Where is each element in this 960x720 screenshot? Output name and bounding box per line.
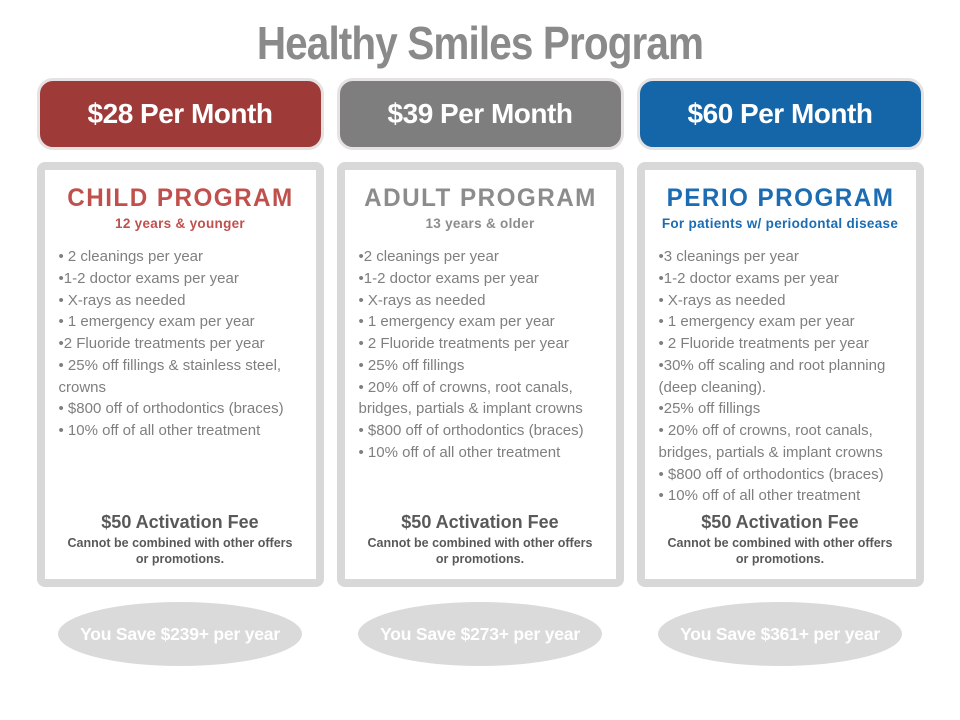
perio-program-subtitle: For patients w/ periodontal disease [661, 216, 899, 231]
benefit-item: • 2 cleanings per year [58, 248, 204, 265]
benefit-item: • 1 emergency exam per year [58, 313, 255, 331]
benefit-item: • 20% off of crowns, root canals, bridge… [358, 378, 583, 418]
activation-fee: $50 Activation Fee [701, 511, 859, 532]
benefit-item: • 10% off of all other treatment [658, 487, 861, 505]
adult-activation-fee-block: $50 Activation Fee Cannot be combined wi… [357, 512, 604, 568]
benefit-item: • 1 emergency exam per year [358, 313, 555, 331]
perio-program-card: PERIO PROGRAM For patients w/ periodonta… [636, 162, 924, 587]
activation-fee: $50 Activation Fee [101, 511, 259, 532]
benefit-item: • $800 off of orthodontics (braces) [358, 422, 584, 439]
benefit-item: • 25% off fillings [358, 356, 465, 374]
benefit-item: •1-2 doctor exams per year [358, 269, 539, 287]
fee-note: Cannot be combined with other offers or … [367, 535, 593, 566]
adult-program-title: ADULT PROGRAM [363, 184, 597, 212]
perio-benefits-list: •3 cleanings per year •1-2 doctor exams … [657, 246, 904, 507]
column-child-program: $28 Per Month CHILD PROGRAM 12 years & y… [36, 78, 324, 666]
benefit-item: • 2 Fluoride treatments per year [658, 335, 869, 352]
adult-price-button: $39 Per Month [336, 78, 624, 150]
benefit-item: • X-rays as needed [658, 291, 786, 309]
benefit-item: •3 cleanings per year [658, 248, 799, 265]
perio-activation-fee-block: $50 Activation Fee Cannot be combined wi… [657, 512, 904, 568]
benefit-item: •30% off scaling and root planning (deep… [658, 356, 886, 396]
benefit-item: • 10% off of all other treatment [58, 422, 261, 439]
benefit-item: •1-2 doctor exams per year [658, 269, 839, 287]
benefit-item: •2 Fluoride treatments per year [58, 335, 265, 352]
child-program-card: CHILD PROGRAM 12 years & younger • 2 cle… [36, 162, 324, 587]
child-program-title: CHILD PROGRAM [66, 184, 294, 212]
adult-program-card: ADULT PROGRAM 13 years & older •2 cleani… [336, 162, 624, 587]
perio-program-title: PERIO PROGRAM [666, 184, 894, 212]
perio-savings-badge-wrap: You Save $361+ per year [637, 602, 924, 666]
activation-fee: $50 Activation Fee [401, 511, 559, 532]
benefit-item: • X-rays as needed [58, 291, 186, 309]
page-title: Healthy Smiles Program [256, 17, 704, 69]
child-benefits-list: • 2 cleanings per year •1-2 doctor exams… [57, 246, 304, 442]
benefit-item: •2 cleanings per year [358, 248, 499, 265]
benefit-item: •1-2 doctor exams per year [58, 269, 239, 287]
perio-savings-badge: You Save $361+ per year [658, 602, 902, 666]
program-columns: $28 Per Month CHILD PROGRAM 12 years & y… [0, 78, 960, 666]
child-program-subtitle: 12 years & younger [115, 216, 245, 231]
benefit-item: • X-rays as needed [358, 291, 486, 309]
benefit-item: • 1 emergency exam per year [658, 313, 855, 331]
child-savings-badge: You Save $239+ per year [58, 602, 302, 666]
column-adult-program: $39 Per Month ADULT PROGRAM 13 years & o… [336, 78, 624, 666]
adult-program-subtitle: 13 years & older [425, 216, 535, 231]
benefit-item: •25% off fillings [658, 400, 761, 418]
fee-note: Cannot be combined with other offers or … [67, 535, 293, 566]
fee-note: Cannot be combined with other offers or … [667, 535, 893, 566]
perio-price-button: $60 Per Month [636, 78, 924, 150]
adult-savings-badge: You Save $273+ per year [358, 602, 602, 666]
child-price-button: $28 Per Month [36, 78, 324, 150]
child-savings-badge-wrap: You Save $239+ per year [37, 602, 324, 666]
benefit-item: • 20% off of crowns, root canals, bridge… [658, 422, 883, 461]
benefit-item: • 25% off fillings & stainless steel, cr… [58, 356, 282, 396]
benefit-item: • 10% off of all other treatment [358, 443, 561, 461]
benefit-item: • $800 off of orthodontics (braces) [658, 465, 884, 483]
adult-savings-badge-wrap: You Save $273+ per year [337, 602, 624, 666]
adult-benefits-list: •2 cleanings per year •1-2 doctor exams … [357, 246, 604, 464]
column-perio-program: $60 Per Month PERIO PROGRAM For patients… [636, 78, 924, 666]
benefit-item: • 2 Fluoride treatments per year [358, 335, 569, 352]
child-activation-fee-block: $50 Activation Fee Cannot be combined wi… [57, 512, 304, 568]
benefit-item: • $800 off of orthodontics (braces) [58, 400, 284, 418]
